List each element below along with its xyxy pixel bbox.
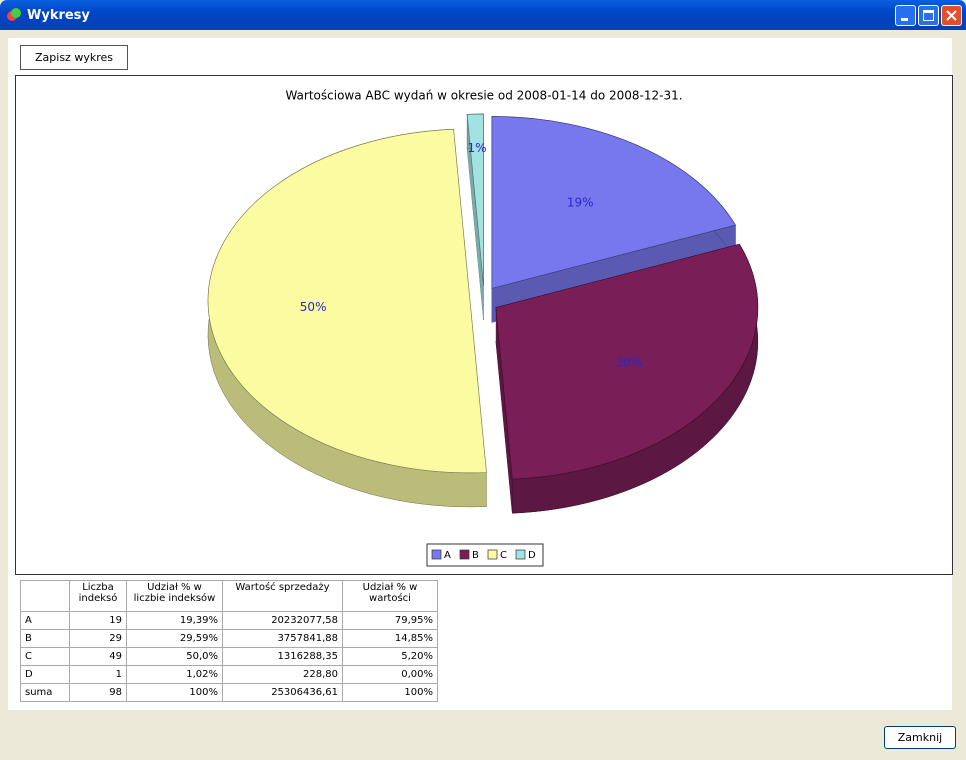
table-cell: 14,85% (342, 629, 438, 648)
table-row: B 29 29,59% 3757841,88 14,85% (20, 629, 438, 648)
table-row: A 19 19,39% 20232077,58 79,95% (20, 611, 438, 630)
table-cell: A (20, 611, 70, 630)
table-cell: 50,0% (126, 647, 223, 666)
table-cell: 25306436,61 (222, 683, 343, 702)
table-cell: suma (20, 683, 70, 702)
header-cell: Liczba indeksó (69, 580, 127, 612)
table-cell: 0,00% (342, 665, 438, 684)
table-cell: 228,80 (222, 665, 343, 684)
table-cell: 29,59% (126, 629, 223, 648)
chart-frame: Wartościowa ABC wydań w okresie od 2008-… (15, 75, 953, 575)
chart: Wartościowa ABC wydań w okresie od 2008-… (207, 89, 759, 567)
table-cell: 3757841,88 (222, 629, 343, 648)
legend-label: A (444, 550, 451, 561)
header-cell (20, 580, 70, 612)
close-icon (946, 10, 957, 21)
minimize-button[interactable] (895, 5, 916, 26)
maximize-button[interactable] (918, 5, 939, 26)
close-window-button[interactable] (941, 5, 962, 26)
summary-table: Liczba indeksó Udział % w liczbie indeksó… (20, 580, 438, 702)
table-cell: 79,95% (342, 611, 438, 630)
table-cell: 19,39% (126, 611, 223, 630)
table-cell: 49 (69, 647, 127, 666)
legend-box (426, 543, 544, 567)
legend-swatch (515, 549, 526, 560)
table-cell: D (20, 665, 70, 684)
table-cell: 29 (69, 629, 127, 648)
pie-slice (495, 243, 759, 480)
table-cell: 20232077,58 (222, 611, 343, 630)
save-chart-button[interactable]: Zapisz wykres (20, 45, 128, 70)
legend-swatch (459, 549, 470, 560)
table-cell: 1,02% (126, 665, 223, 684)
table-cell: 1 (69, 665, 127, 684)
pie-slice (491, 116, 737, 289)
data-label: 30% (615, 355, 642, 369)
table-cell: 19 (69, 611, 127, 630)
legend-label: B (472, 550, 479, 561)
legend-swatch (431, 549, 442, 560)
table-row: C 49 50,0% 1316288,35 5,20% (20, 647, 438, 666)
header-cell: Udział % w wartości (342, 580, 438, 612)
window-title: Wykresy (27, 8, 90, 23)
legend-label: D (528, 550, 536, 561)
pie-slice (207, 128, 487, 474)
data-label: 50% (300, 300, 327, 314)
chart-title: Wartościowa ABC wydań w okresie od 2008-… (285, 89, 682, 103)
table-cell: 100% (126, 683, 223, 702)
table-row: suma 98 100% 25306436,61 100% (20, 683, 438, 702)
table-row: D 1 1,02% 228,80 0,00% (20, 665, 438, 684)
close-button[interactable]: Zamknij (884, 726, 956, 749)
table-cell: B (20, 629, 70, 648)
app-icon (7, 8, 21, 21)
data-label: 1% (467, 141, 486, 155)
header-cell: Udział % w liczbie indeksów (126, 580, 223, 612)
data-label: 19% (567, 196, 594, 210)
legend-swatch (487, 549, 498, 560)
slice-wall (467, 114, 484, 321)
table-cell: 100% (342, 683, 438, 702)
table-cell: C (20, 647, 70, 666)
table-cell: 5,20% (342, 647, 438, 666)
header-cell: Wartość sprzedaży (222, 580, 343, 612)
title-bar: Wykresy (0, 0, 966, 30)
table-cell: 98 (69, 683, 127, 702)
legend-label: C (500, 550, 507, 561)
pie-slice (466, 113, 484, 287)
table-cell: 1316288,35 (222, 647, 343, 666)
